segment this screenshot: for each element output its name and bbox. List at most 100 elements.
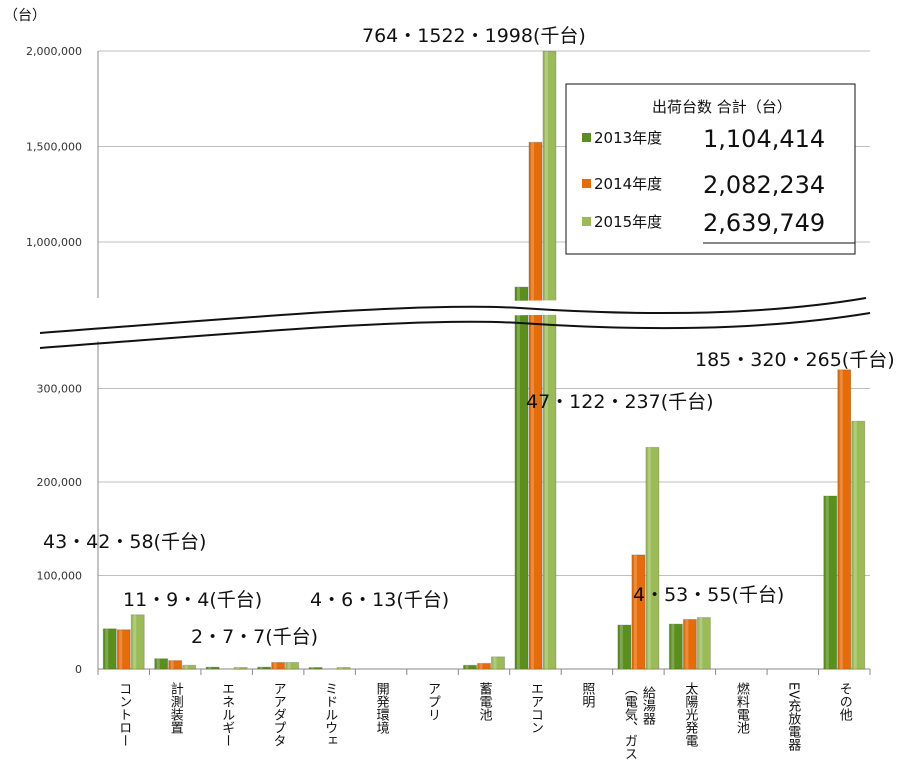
bar-highlight <box>273 662 277 669</box>
legend: 出荷台数 合計（台） 2013年度 1,104,414 2014年度 2,082,234… <box>565 83 856 255</box>
bar <box>823 495 838 670</box>
bar-highlight <box>105 628 109 669</box>
legend-total: 1,104,414 <box>703 125 825 153</box>
data-annotation: 4・6・13(千台) <box>310 589 449 611</box>
bar <box>336 667 351 670</box>
y-tick-label: 1,000,000 <box>26 236 82 249</box>
bar <box>514 286 529 670</box>
y-tick-label: 1,500,000 <box>26 141 82 154</box>
bar <box>233 667 248 670</box>
bar <box>257 666 272 670</box>
legend-title: 出荷台数 合計（台） <box>652 98 792 116</box>
legend-box <box>565 83 856 255</box>
x-tick-label: エアコン <box>528 682 543 734</box>
bar <box>668 623 683 670</box>
bar <box>491 656 505 670</box>
gridlines <box>98 50 870 670</box>
x-tick-label: 開発環境 <box>374 682 390 734</box>
bar-highlight <box>465 665 469 669</box>
x-tick-label: アプリ <box>425 682 440 721</box>
bar <box>542 50 557 670</box>
bar <box>477 662 491 670</box>
x-tick-label: 照明 <box>579 682 595 709</box>
bar-highlight <box>647 447 651 669</box>
bar <box>205 666 220 670</box>
axis-break <box>30 297 880 349</box>
bar <box>617 624 632 670</box>
x-tick-label: 蓄電池 <box>477 682 493 721</box>
annotations: 43・42・58(千台) 11・9・4(千台) 2・7・7(千台) 4・6・13(千台… <box>43 25 895 648</box>
bar-highlight <box>133 614 137 669</box>
axes: （台） 2,000,000 1,500,000 1,000,000 300,000 200… <box>4 8 871 676</box>
x-tick-label: アアダプタ <box>271 682 286 747</box>
x-tick-label: エネルギー <box>219 682 234 747</box>
bar <box>631 554 646 670</box>
legend-swatch <box>582 133 591 142</box>
bar-highlight <box>236 667 240 669</box>
x-tick-label: EV充放電器 <box>785 682 801 753</box>
y-tick-label: 300,000 <box>37 383 83 396</box>
bar-highlight <box>699 617 703 669</box>
x-tick-label: 燃料電池 <box>734 681 750 734</box>
data-annotation: 43・42・58(千台) <box>43 531 206 553</box>
bar-highlight <box>685 619 689 669</box>
legend-total: 2,082,234 <box>703 171 825 199</box>
x-tick-label: ミドルウェ <box>322 682 337 747</box>
bar <box>851 420 866 670</box>
bar-highlight <box>493 656 497 669</box>
bar-highlight <box>825 496 829 669</box>
bar-highlight <box>544 51 548 669</box>
axis-break-line <box>39 312 871 349</box>
data-annotation: 185・320・265(千台) <box>695 349 895 371</box>
bar-highlight <box>633 554 637 669</box>
x-tick-label: 計測装置 <box>168 681 184 734</box>
bar <box>168 660 183 670</box>
bar <box>130 614 145 670</box>
x-tick-label: 給湯器 <box>640 686 656 726</box>
bar <box>154 658 169 670</box>
x-axis-labels: コントロー 計測装置 エネルギー アアダプタ ミドルウェ 開発環境 アプリ 蓄電池 エアコン 照明… <box>116 681 852 760</box>
bar <box>463 664 477 670</box>
y-tick-label: 0 <box>75 663 82 676</box>
data-annotation: 11・9・4(千台) <box>123 589 262 611</box>
bar-highlight <box>119 629 123 669</box>
bar-highlight <box>208 667 212 669</box>
bar-highlight <box>516 287 520 669</box>
bar-highlight <box>853 421 857 669</box>
legend-series-name: 2015年度 <box>594 213 662 231</box>
bar-highlight <box>287 662 291 669</box>
bar-highlight <box>839 369 843 669</box>
bar-highlight <box>259 667 263 669</box>
legend-total: 2,639,749 <box>703 209 825 237</box>
bar-highlight <box>311 667 315 669</box>
data-annotation: 4・53・55(千台) <box>633 584 784 606</box>
axis-break-line <box>39 297 867 334</box>
legend-series-name: 2013年度 <box>594 129 662 147</box>
data-annotation: 47・122・237(千台) <box>526 391 714 413</box>
x-tick-sublabel: （電気、ガス <box>622 682 638 760</box>
x-tick-label: コントロー <box>116 682 131 747</box>
bar-highlight <box>156 658 160 669</box>
legend-series-name: 2014年度 <box>594 175 662 193</box>
bar <box>682 618 697 670</box>
bar-highlight <box>184 665 188 669</box>
bar <box>102 628 117 670</box>
y-axis-unit-label: （台） <box>4 8 46 24</box>
bar-highlight <box>170 660 174 669</box>
bar <box>116 629 131 670</box>
bar <box>528 141 543 670</box>
y-tick-label: 2,000,000 <box>26 45 82 58</box>
y-tick-label: 100,000 <box>37 570 83 583</box>
bar <box>285 661 300 670</box>
bar <box>645 446 660 670</box>
legend-swatch <box>582 217 591 226</box>
data-annotation: 764・1522・1998(千台) <box>362 25 586 47</box>
bar <box>837 369 852 670</box>
legend-swatch <box>582 179 591 188</box>
data-annotation: 2・7・7(千台) <box>191 626 318 648</box>
bars <box>102 50 866 670</box>
bar-highlight <box>479 663 483 669</box>
bar <box>308 667 323 670</box>
y-tick-label: 200,000 <box>37 476 83 489</box>
bar-highlight <box>671 624 675 669</box>
